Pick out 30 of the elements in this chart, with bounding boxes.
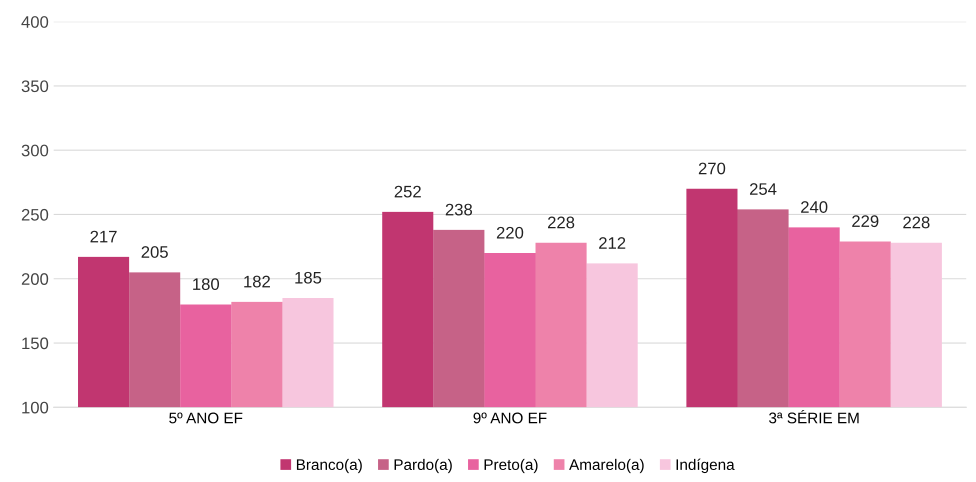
legend-label: Amarelo(a)	[569, 458, 644, 474]
x-tick-label: 5º ANO EF	[169, 412, 242, 424]
x-tick-label: 9º ANO EF	[474, 412, 547, 424]
y-tick-label: 400	[21, 16, 48, 28]
data-label: 220	[496, 226, 524, 239]
data-label: 254	[750, 183, 776, 195]
y-tick-label: 350	[22, 80, 48, 92]
data-label: 212	[599, 237, 626, 249]
data-label: 238	[446, 204, 472, 216]
data-label: 185	[295, 272, 322, 284]
legend-label: Branco(a)	[296, 458, 362, 474]
legend-label: Pardo(a)	[394, 458, 452, 474]
legend-label: Indígena	[676, 458, 735, 474]
data-label: 240	[801, 201, 828, 213]
legend-label: Preto(a)	[484, 458, 538, 474]
data-label: 205	[142, 246, 168, 258]
data-label: 252	[394, 186, 421, 198]
x-tick-label: 3ª SÉRIE EM	[769, 410, 859, 424]
data-label: 228	[903, 216, 930, 228]
data-label: 182	[244, 276, 270, 288]
data-label: 217	[90, 230, 117, 242]
y-tick-label: 300	[22, 144, 48, 156]
data-label: 270	[698, 162, 726, 174]
y-tick-label: 250	[22, 208, 48, 221]
data-label: 229	[852, 215, 878, 228]
y-tick-label: 200	[22, 273, 48, 285]
y-tick-label: 150	[22, 337, 48, 350]
y-tick-label: 100	[22, 402, 48, 414]
data-label: 180	[193, 278, 220, 290]
data-label: 228	[548, 216, 574, 228]
